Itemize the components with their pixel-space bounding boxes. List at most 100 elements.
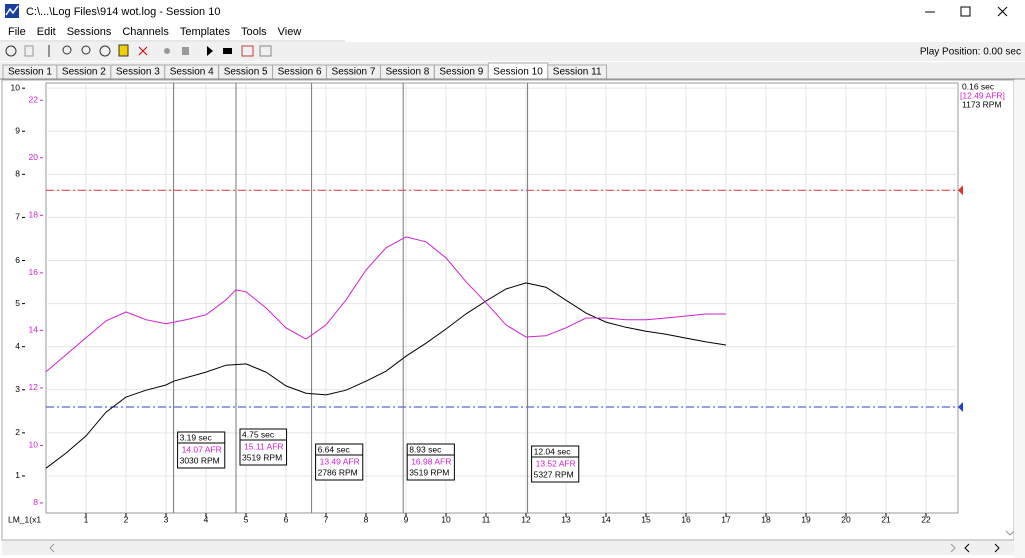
tab-label: Session 7: [332, 67, 376, 78]
x-tick-label: 14: [601, 514, 611, 524]
tool-play[interactable]: [207, 46, 213, 56]
cursor-box-bg: [177, 431, 226, 469]
maximize-button[interactable]: [960, 6, 971, 17]
cursor-box-bg: [406, 443, 455, 481]
cursor-time: 4.75 sec: [242, 429, 275, 439]
tool-note[interactable]: [118, 44, 129, 57]
tab-label: Session 4: [170, 67, 214, 78]
scroll-left[interactable]: [49, 543, 55, 553]
tab-label: Session 2: [62, 67, 106, 78]
cursor-time: 8.93 sec: [409, 444, 442, 454]
tool-binoculars[interactable]: [223, 48, 232, 54]
scroll-right-b[interactable]: [994, 543, 1000, 553]
cursor-box-bg: [315, 443, 364, 481]
scroll-down[interactable]: [1005, 530, 1015, 536]
menu-item[interactable]: Tools: [241, 26, 267, 38]
tab[interactable]: Session 9: [433, 64, 489, 80]
y2-tick-label: 20: [29, 152, 39, 162]
y2-tick-label: 18: [29, 210, 39, 220]
tool-zoom-in[interactable]: [62, 45, 72, 55]
toolbar-icons: [5, 44, 272, 57]
y-tick-label: 3: [15, 384, 20, 394]
cursor-afr: 13.49 AFR: [320, 456, 360, 466]
menu-item[interactable]: Templates: [180, 26, 231, 38]
cursor-box-bg: [239, 428, 288, 466]
tab[interactable]: Session 8: [379, 64, 435, 80]
tab-label: Session 8: [385, 67, 429, 78]
h-scrollbar[interactable]: [2, 541, 1014, 555]
menu-item[interactable]: Channels: [122, 26, 169, 38]
tool-hand[interactable]: [5, 45, 17, 57]
x-tick-label: 19: [801, 514, 811, 524]
y2-tick-label: 14: [29, 325, 39, 335]
cursor-rpm: 2786 RPM: [318, 467, 358, 477]
tab-label: Session 9: [439, 67, 483, 78]
plot: 1 2 3 4 5 6 7 8 9 10 11 12 13 14 15 16 17 18 19 20 21 2212345…: [8, 81, 1005, 524]
menu-item[interactable]: File: [8, 26, 26, 38]
y-tick-label: 8: [15, 169, 20, 179]
x-tick-label: 20: [841, 514, 851, 524]
tab-label: Session 6: [278, 67, 322, 78]
menu-item[interactable]: Sessions: [67, 26, 112, 38]
tool-table[interactable]: [259, 45, 272, 57]
reference-marker: [958, 185, 963, 196]
tool-stop[interactable]: [182, 47, 189, 55]
v-scrollbar[interactable]: [1014, 80, 1025, 558]
cursor-afr: 15.11 AFR: [244, 441, 284, 451]
tab[interactable]: Session 11: [547, 64, 608, 80]
tab[interactable]: Session 4: [164, 64, 220, 80]
x-tick-label: 12: [521, 514, 531, 524]
play-position: Play Position: 0.00 sec: [920, 47, 1021, 58]
tool-record[interactable]: [164, 48, 170, 54]
scroll-left-b[interactable]: [964, 543, 970, 553]
tab[interactable]: Session 3: [110, 64, 166, 80]
tool-zoom-out[interactable]: [81, 45, 91, 55]
tab[interactable]: Session 1: [2, 64, 58, 80]
tab[interactable]: Session 6: [272, 64, 328, 80]
x-tick-label: 16: [681, 514, 691, 524]
readout-afr: [12.49 AFR]: [960, 90, 1005, 100]
tab-label: Session 11: [553, 67, 602, 78]
tab[interactable]: Session 2: [56, 64, 112, 80]
menu-item[interactable]: View: [278, 26, 302, 38]
tab-label: Session 3: [116, 67, 160, 78]
app-icon-graph: [5, 5, 19, 16]
menu-item[interactable]: Edit: [37, 26, 56, 38]
close-button[interactable]: [997, 6, 1008, 17]
y-tick-label: 7: [15, 212, 20, 222]
tab-active[interactable]: Session 10: [487, 62, 549, 80]
series-line: [45, 236, 726, 373]
y-tick-label: 6: [15, 255, 20, 265]
y-tick-label: 1: [15, 470, 20, 480]
toolbar: [0, 42, 1025, 61]
scroll-right-a[interactable]: [950, 543, 956, 553]
window-title: C:\...\Log Files\914 wot.log - Session 1…: [26, 6, 220, 18]
x-tick-label: 8: [364, 514, 369, 524]
cursor-afr: 16.98 AFR: [411, 456, 451, 466]
x-tick-label: 10: [441, 514, 451, 524]
reference-marker: [958, 402, 963, 413]
menu-bar: File Edit Sessions Channels Templates Tools Vi…: [8, 26, 301, 38]
cursor-afr: 14.07 AFR: [182, 444, 222, 454]
y2-tick-label: 16: [29, 267, 39, 277]
y-tick-label: 4: [15, 341, 20, 351]
x-tick-label: 3: [164, 514, 169, 524]
tool-chart[interactable]: [241, 45, 254, 57]
cursor-afr: 13.52 AFR: [536, 458, 576, 468]
cursor-time: 12.04 sec: [534, 446, 572, 456]
series-line: [45, 282, 727, 469]
readout-rpm: 1173 RPM: [962, 99, 1002, 109]
tool-select[interactable]: [24, 45, 34, 57]
tab[interactable]: Session 5: [218, 64, 274, 80]
x-tick-label: 7: [324, 514, 329, 524]
tab-label: Session 5: [224, 67, 268, 78]
tab[interactable]: Session 7: [326, 64, 381, 80]
cursor-rpm: 5327 RPM: [534, 469, 574, 479]
tool-clock[interactable]: [99, 45, 111, 57]
y2-tick-label: 8: [33, 497, 38, 507]
tool-clear[interactable]: [138, 46, 148, 56]
cursor-rpm: 3519 RPM: [409, 467, 449, 477]
